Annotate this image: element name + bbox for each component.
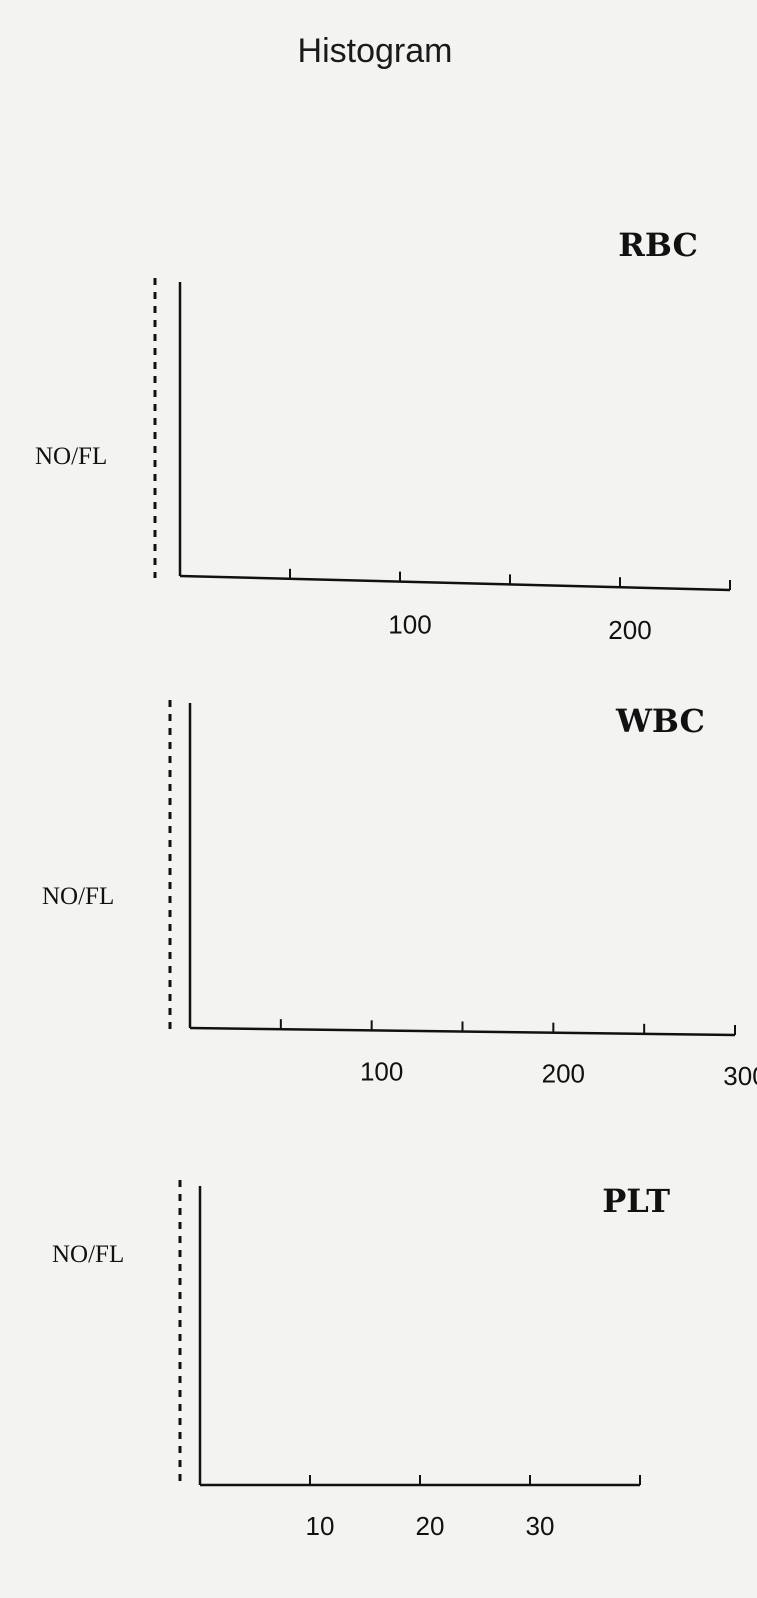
rbc-panel: RBC NO/FL 100 200 [35, 226, 731, 645]
plt-panel: PLT NO/FL 10 20 30 [52, 1180, 670, 1541]
plt-x-tick-label: 30 [526, 1511, 555, 1541]
rbc-panel-title: RBC [618, 226, 698, 264]
rbc-y-axis-label: NO/FL [35, 443, 107, 470]
rbc-x-ticks: 100 200 [289, 568, 731, 645]
plt-x-tick-label: 10 [306, 1511, 335, 1541]
rbc-x-axis [179, 574, 731, 592]
wbc-x-tick-label: 200 [542, 1059, 585, 1089]
plt-y-axis-label: NO/FL [52, 1241, 124, 1268]
plt-x-tick-label: 20 [416, 1511, 445, 1541]
plt-panel-title: PLT [602, 1182, 670, 1220]
wbc-x-tick-label: 100 [360, 1056, 403, 1086]
wbc-y-axis-label: NO/FL [42, 883, 114, 910]
wbc-x-ticks: 100 200 300 [279, 1019, 757, 1091]
rbc-x-tick-label: 100 [388, 610, 431, 640]
wbc-panel: WBC NO/FL 100 200 300 [42, 700, 757, 1091]
rbc-x-tick-label: 200 [608, 615, 651, 645]
wbc-x-tick-label: 300 [723, 1061, 757, 1091]
wbc-panel-title: WBC [615, 702, 705, 740]
page-title: Histogram [298, 32, 453, 70]
plt-x-ticks: 10 20 30 [306, 1475, 641, 1541]
